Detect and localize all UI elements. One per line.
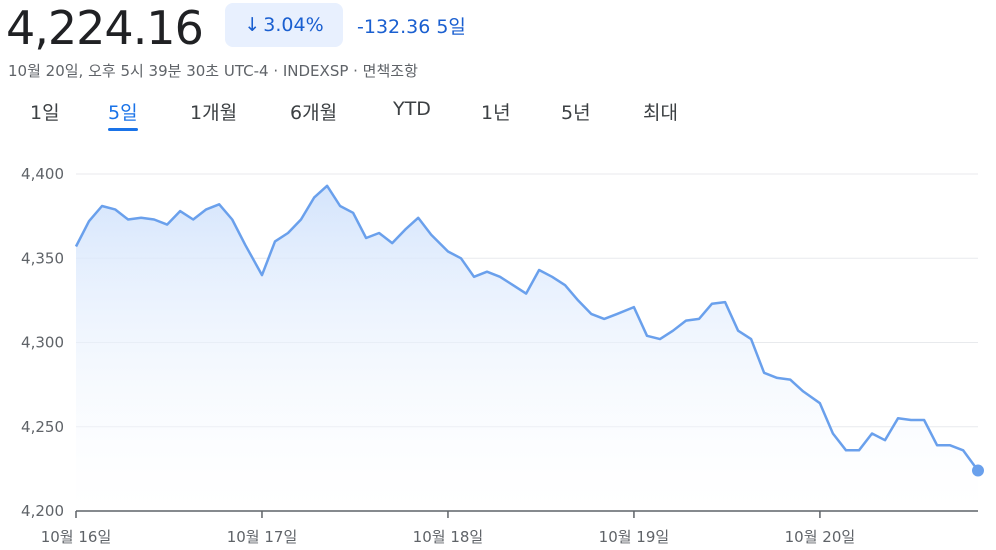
range-tabs: 1일 5일 1개월 6개월 YTD 1년 5년 최대 <box>0 98 700 132</box>
arrow-down-icon: ↓ <box>244 14 261 36</box>
tab-1m[interactable]: 1개월 <box>190 102 238 124</box>
x-tick-label: 10월 17일 <box>227 528 298 546</box>
tab-6m[interactable]: 6개월 <box>290 102 338 124</box>
tab-1d[interactable]: 1일 <box>30 102 60 124</box>
tab-5d[interactable]: 5일 <box>108 98 138 131</box>
price-area-fill <box>76 185 978 512</box>
current-price-marker <box>972 464 984 477</box>
y-axis-labels: 4,400 4,350 4,300 4,250 4,200 <box>21 165 64 520</box>
x-tick-label: 10월 20일 <box>785 528 856 546</box>
price-series-line <box>74 184 980 472</box>
percent-change-value: 3.04% <box>263 14 324 36</box>
change-period: 5일 <box>436 16 466 38</box>
x-axis-labels: 10월 16일 10월 17일 10월 18일 10월 19일 10월 20일 <box>41 511 855 546</box>
x-tick-label: 10월 18일 <box>413 528 484 546</box>
tab-ytd[interactable]: YTD <box>393 98 431 120</box>
x-tick-label: 10월 19일 <box>599 528 670 546</box>
tab-5y[interactable]: 5년 <box>561 102 591 124</box>
current-price: 4,224.16 <box>6 1 204 55</box>
y-tick-label: 4,300 <box>21 334 64 352</box>
absolute-change-value: -132.36 <box>357 16 431 38</box>
y-tick-label: 4,250 <box>21 418 64 436</box>
tab-max[interactable]: 최대 <box>643 102 678 124</box>
tab-1y[interactable]: 1년 <box>481 102 511 124</box>
percent-change-badge: ↓ 3.04% <box>225 3 343 47</box>
y-tick-label: 4,200 <box>21 502 64 520</box>
x-tick-label: 10월 16일 <box>41 528 112 546</box>
y-tick-label: 4,400 <box>21 165 64 183</box>
price-chart[interactable]: 4,400 4,350 4,300 4,250 4,200 10월 16일 10월 17일… <box>0 150 996 550</box>
y-tick-label: 4,350 <box>21 249 64 267</box>
absolute-change: -132.36 5일 <box>357 12 466 39</box>
quote-meta: 10월 20일, 오후 5시 39분 30초 UTC-4 · INDEXSP ·… <box>8 62 418 80</box>
